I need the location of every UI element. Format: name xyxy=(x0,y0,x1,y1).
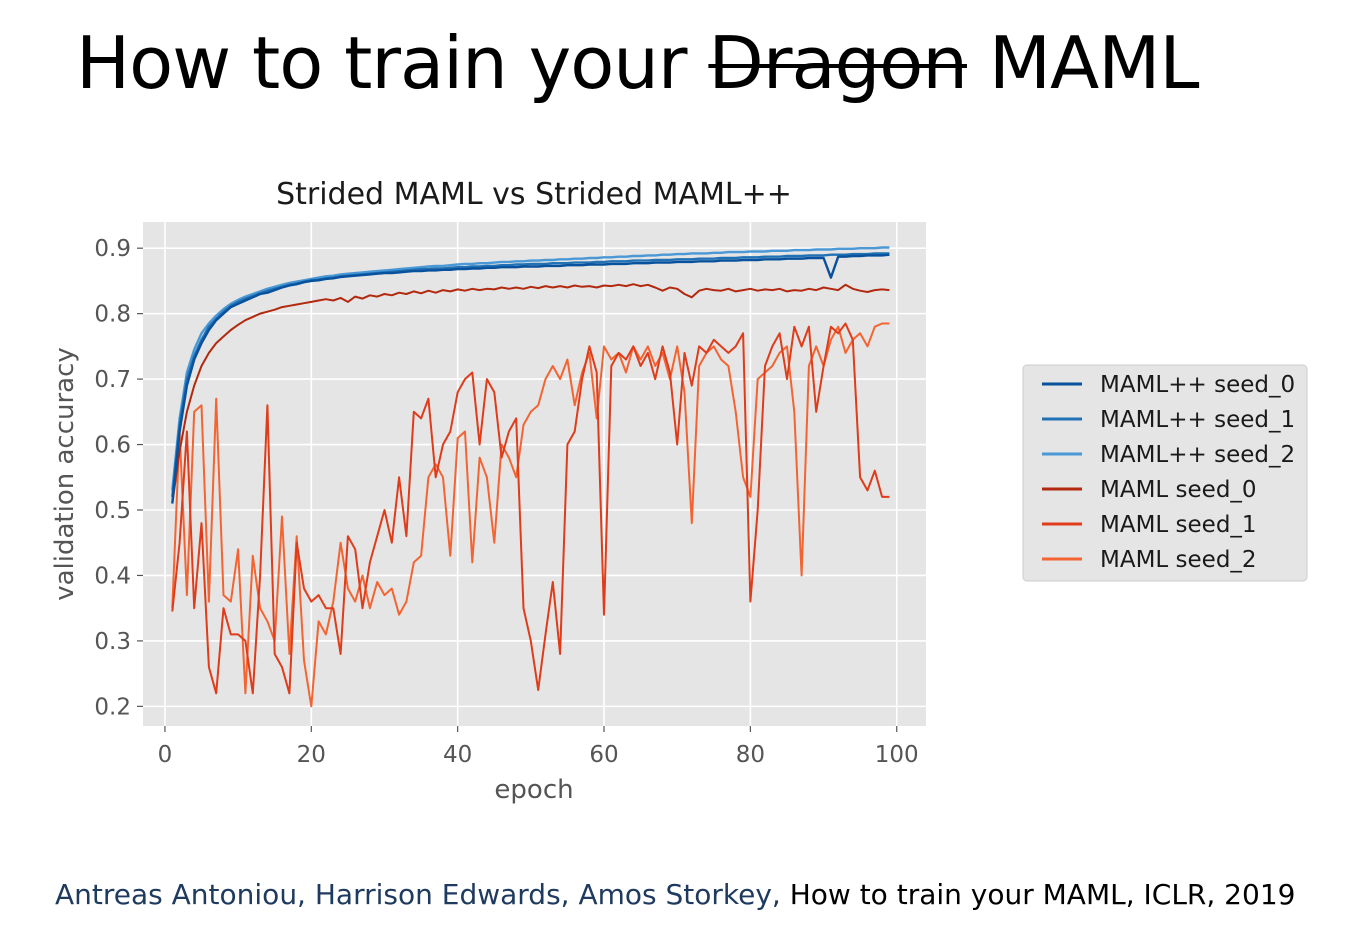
y-tick-label: 0.8 xyxy=(94,302,131,328)
slide-title: How to train your Dragon MAML xyxy=(76,18,1200,108)
series-lines xyxy=(171,246,890,708)
x-tick-label: 40 xyxy=(443,742,472,768)
title-prefix: How to train your xyxy=(76,21,688,105)
ticks: 0 20 40 60 80 100 0.2 0.3 0.4 0.5 0.6 0.7 0.8 0.9 xyxy=(94,236,918,768)
x-tick-label: 0 xyxy=(158,742,173,768)
legend-label: MAML++ seed_2 xyxy=(1100,442,1295,468)
title-suffix: MAML xyxy=(988,21,1200,105)
y-tick-label: 0.6 xyxy=(94,433,131,459)
legend-box xyxy=(1022,364,1308,582)
y-axis-label: validation accuracy xyxy=(50,347,80,601)
series-line-maml-seed-0 xyxy=(171,253,890,504)
legend-label: MAML seed_2 xyxy=(1100,547,1257,573)
series-line-maml-seed-0 xyxy=(171,283,890,504)
x-tick-label: 80 xyxy=(736,742,765,768)
citation: Antreas Antoniou, Harrison Edwards, Amos… xyxy=(55,876,1295,914)
series-line-maml-seed-2 xyxy=(171,322,890,708)
y-tick-label: 0.5 xyxy=(94,498,131,524)
legend-label: MAML seed_0 xyxy=(1100,477,1257,503)
legend-label: MAML seed_1 xyxy=(1100,512,1257,538)
citation-authors: Antreas Antoniou, Harrison Edwards, Amos… xyxy=(55,878,781,911)
x-axis-label: epoch xyxy=(494,775,573,805)
y-tick-label: 0.4 xyxy=(94,563,131,589)
x-tick-label: 60 xyxy=(589,742,618,768)
legend-label: MAML++ seed_1 xyxy=(1100,407,1295,433)
x-tick-label: 20 xyxy=(297,742,326,768)
y-tick-label: 0.7 xyxy=(94,367,131,393)
y-tick-label: 0.2 xyxy=(94,694,131,720)
legend: MAML++ seed_0 MAML++ seed_1 MAML++ seed_2 M… xyxy=(1022,364,1308,582)
y-tick-label: 0.3 xyxy=(94,629,131,655)
y-tick-label: 0.9 xyxy=(94,236,131,262)
x-tick-label: 100 xyxy=(875,742,919,768)
plot-area xyxy=(143,222,926,726)
grid xyxy=(143,222,926,726)
legend-label: MAML++ seed_0 xyxy=(1100,372,1295,398)
title-struck-word: Dragon xyxy=(708,21,968,105)
citation-reference: How to train your MAML, ICLR, 2019 xyxy=(789,878,1296,911)
series-line-maml-seed-2 xyxy=(171,246,890,491)
series-line-maml-seed-1 xyxy=(171,322,890,695)
chart-title: Strided MAML vs Strided MAML++ xyxy=(276,177,792,212)
